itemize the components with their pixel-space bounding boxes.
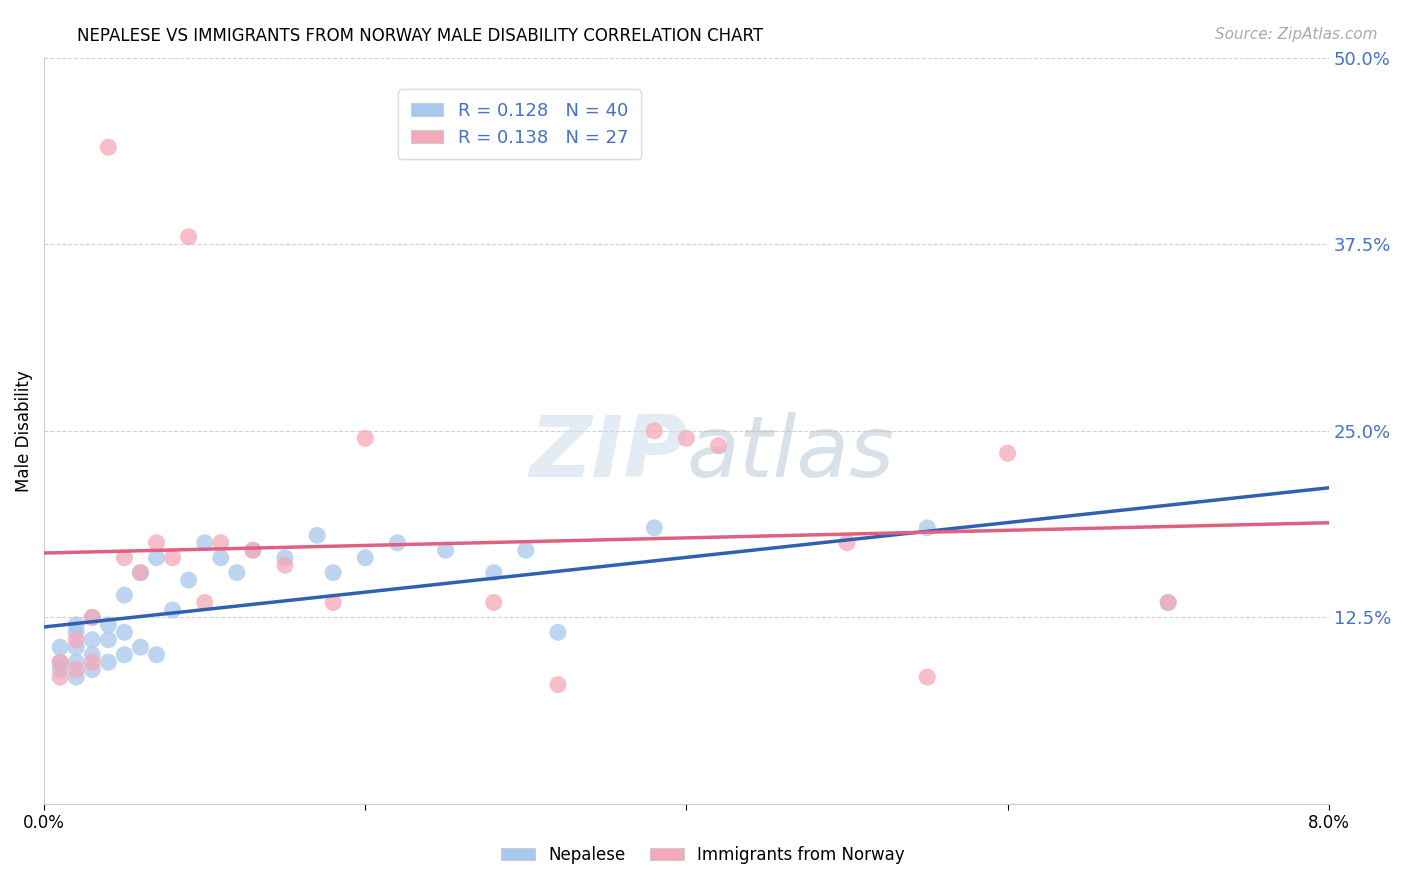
Point xyxy=(82,610,104,624)
Point xyxy=(194,535,217,549)
Point xyxy=(322,566,344,580)
Point xyxy=(82,655,104,669)
Y-axis label: Male Disability: Male Disability xyxy=(15,370,32,491)
Point xyxy=(49,655,72,669)
Legend: R = 0.128   N = 40, R = 0.138   N = 27: R = 0.128 N = 40, R = 0.138 N = 27 xyxy=(398,89,641,160)
Point xyxy=(162,550,184,565)
Point xyxy=(209,535,232,549)
Point xyxy=(177,229,200,244)
Text: NEPALESE VS IMMIGRANTS FROM NORWAY MALE DISABILITY CORRELATION CHART: NEPALESE VS IMMIGRANTS FROM NORWAY MALE … xyxy=(77,27,763,45)
Point xyxy=(307,528,329,542)
Text: Source: ZipAtlas.com: Source: ZipAtlas.com xyxy=(1215,27,1378,42)
Point xyxy=(177,573,200,587)
Point xyxy=(835,535,858,549)
Point xyxy=(643,521,665,535)
Point xyxy=(707,439,730,453)
Point xyxy=(129,640,152,655)
Point xyxy=(82,632,104,647)
Point xyxy=(434,543,457,558)
Point xyxy=(225,566,247,580)
Point xyxy=(65,670,87,684)
Point xyxy=(112,550,135,565)
Point xyxy=(112,648,135,662)
Legend: Nepalese, Immigrants from Norway: Nepalese, Immigrants from Norway xyxy=(495,839,911,871)
Point xyxy=(97,140,120,154)
Point xyxy=(82,648,104,662)
Point xyxy=(49,670,72,684)
Point xyxy=(209,550,232,565)
Point xyxy=(49,640,72,655)
Point xyxy=(354,550,377,565)
Point xyxy=(194,595,217,609)
Point xyxy=(112,588,135,602)
Point xyxy=(917,670,939,684)
Point xyxy=(997,446,1019,460)
Point xyxy=(547,677,569,691)
Point xyxy=(322,595,344,609)
Point xyxy=(129,566,152,580)
Point xyxy=(1157,595,1180,609)
Point xyxy=(97,655,120,669)
Point xyxy=(145,550,167,565)
Point xyxy=(1157,595,1180,609)
Point xyxy=(97,618,120,632)
Point xyxy=(145,648,167,662)
Point xyxy=(515,543,537,558)
Point xyxy=(547,625,569,640)
Text: ZIP: ZIP xyxy=(529,412,686,495)
Point xyxy=(65,655,87,669)
Point xyxy=(675,431,697,445)
Point xyxy=(82,663,104,677)
Point xyxy=(97,632,120,647)
Point xyxy=(482,566,505,580)
Point xyxy=(274,558,297,573)
Point xyxy=(242,543,264,558)
Point xyxy=(162,603,184,617)
Point xyxy=(65,640,87,655)
Point xyxy=(112,625,135,640)
Text: atlas: atlas xyxy=(686,412,894,495)
Point xyxy=(129,566,152,580)
Point xyxy=(917,521,939,535)
Point xyxy=(65,632,87,647)
Point xyxy=(145,535,167,549)
Point xyxy=(65,663,87,677)
Point xyxy=(65,618,87,632)
Point xyxy=(242,543,264,558)
Point xyxy=(274,550,297,565)
Point xyxy=(482,595,505,609)
Point xyxy=(82,610,104,624)
Point xyxy=(387,535,409,549)
Point xyxy=(49,655,72,669)
Point xyxy=(643,424,665,438)
Point xyxy=(49,663,72,677)
Point xyxy=(65,625,87,640)
Point xyxy=(354,431,377,445)
